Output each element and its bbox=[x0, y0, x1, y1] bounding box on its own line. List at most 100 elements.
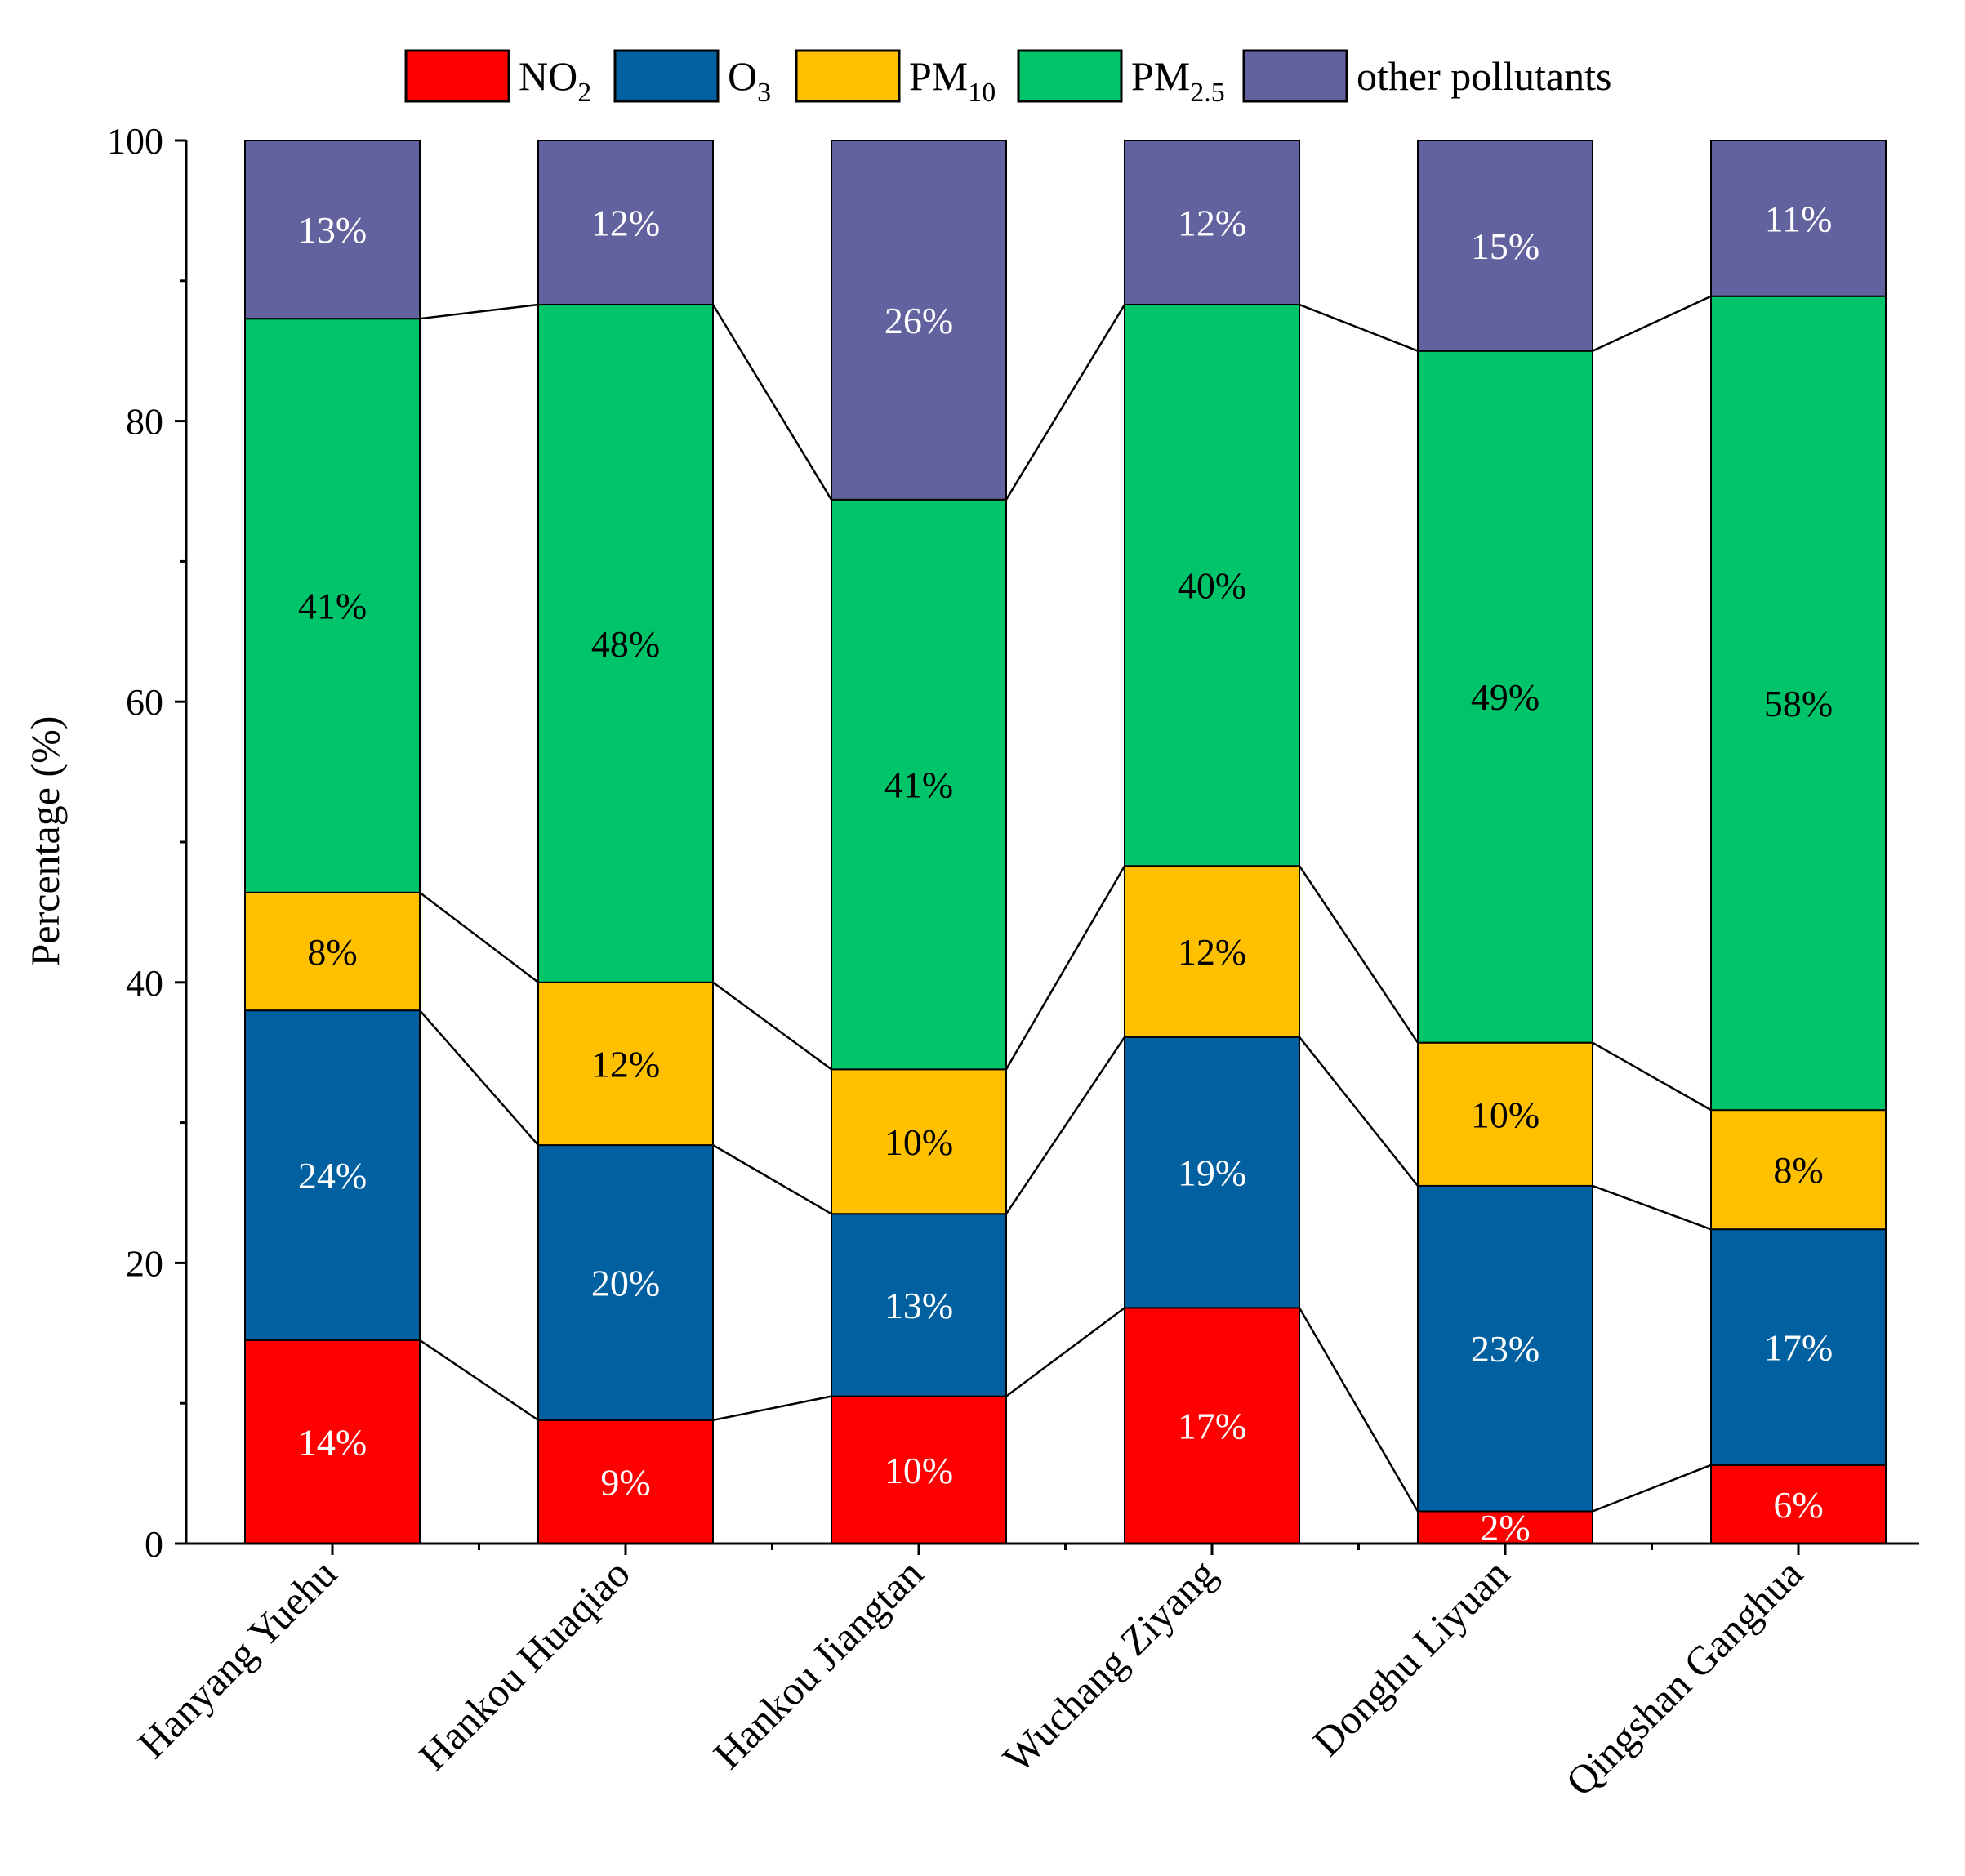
data-label-pm10-6: 8% bbox=[1773, 1149, 1823, 1191]
connector-line bbox=[1592, 1041, 1712, 1112]
bar-pm2-5-2 bbox=[537, 304, 714, 983]
bar-other-pollutants-5 bbox=[1417, 140, 1593, 352]
bar-o3-1 bbox=[244, 1009, 421, 1341]
connector-line bbox=[419, 891, 539, 983]
data-label-pm2-5-2: 48% bbox=[591, 623, 660, 665]
legend-swatch-pm10 bbox=[795, 49, 901, 103]
bar-no2-2 bbox=[537, 1419, 714, 1545]
connector-line bbox=[419, 1339, 539, 1421]
connector-line bbox=[1299, 1036, 1419, 1187]
legend-swatch-pm2-5 bbox=[1017, 49, 1123, 103]
bar-pm2-5-6 bbox=[1710, 295, 1887, 1112]
data-label-no2-5: 2% bbox=[1480, 1507, 1530, 1548]
y-tick-label: 60 bbox=[126, 681, 163, 723]
x-tick-label-4: Wuchang Ziyang bbox=[994, 1550, 1225, 1781]
y-tick-label: 40 bbox=[126, 962, 163, 1004]
connector-line bbox=[712, 1144, 832, 1215]
data-label-no2-3: 10% bbox=[884, 1450, 953, 1491]
data-label-no2-4: 17% bbox=[1178, 1406, 1246, 1447]
legend-label-pm10: PM10 bbox=[909, 53, 996, 108]
connector-lines bbox=[419, 295, 1712, 1513]
bar-other-pollutants-6 bbox=[1710, 140, 1887, 297]
connector-line bbox=[712, 1395, 832, 1422]
data-label-pm2-5-4: 40% bbox=[1178, 565, 1246, 607]
bar-labels: 14% 9% 10% 17% 2% 6% 24% 20% 13% 19% 23% 17% 8% 12% 10… bbox=[298, 198, 1833, 1548]
legend-label-no2: NO2 bbox=[519, 53, 591, 108]
data-label-pm10-2: 12% bbox=[591, 1043, 660, 1085]
connector-line bbox=[1298, 865, 1419, 1044]
data-label-pm10-5: 10% bbox=[1471, 1094, 1539, 1135]
y-tick-label: 0 bbox=[145, 1523, 163, 1565]
bar-pm10-3 bbox=[831, 1068, 1007, 1215]
data-label-o3-4: 19% bbox=[1178, 1152, 1246, 1194]
data-label-pm2-5-6: 58% bbox=[1764, 683, 1833, 724]
connector-line bbox=[1005, 1036, 1126, 1214]
x-tick-label-6: Qingshan Ganghua bbox=[1557, 1550, 1811, 1805]
y-tick-label: 80 bbox=[126, 401, 163, 443]
bar-other-pollutants-3 bbox=[831, 140, 1007, 501]
bar-pm10-4 bbox=[1124, 865, 1300, 1038]
data-label-other-pollutants-2: 12% bbox=[591, 203, 660, 244]
data-label-other-pollutants-4: 12% bbox=[1178, 203, 1246, 244]
bar-o3-2 bbox=[537, 1144, 714, 1421]
bar-no2-4 bbox=[1124, 1307, 1300, 1544]
data-label-o3-5: 23% bbox=[1471, 1328, 1539, 1370]
bar-o3-3 bbox=[831, 1213, 1007, 1397]
bar-other-pollutants-1 bbox=[244, 140, 421, 320]
bar-other-pollutants-2 bbox=[537, 140, 714, 306]
connector-line bbox=[419, 1009, 539, 1146]
data-label-pm2-5-3: 41% bbox=[884, 764, 953, 806]
data-label-no2-6: 6% bbox=[1773, 1484, 1823, 1526]
legend-swatch-other-pollutants bbox=[1242, 49, 1348, 103]
legend-label-o3: O3 bbox=[728, 53, 771, 108]
data-label-other-pollutants-3: 26% bbox=[884, 300, 953, 341]
data-label-o3-3: 13% bbox=[884, 1285, 953, 1326]
bar-o3-5 bbox=[1417, 1184, 1593, 1513]
x-tick-label-3: Hankou Jiangtan bbox=[705, 1550, 932, 1777]
data-label-other-pollutants-1: 13% bbox=[298, 209, 367, 251]
data-label-pm10-1: 8% bbox=[307, 931, 357, 973]
connector-line bbox=[419, 303, 539, 320]
connector-line bbox=[1592, 295, 1712, 352]
bar-no2-1 bbox=[244, 1339, 421, 1545]
data-label-pm2-5-1: 41% bbox=[298, 586, 367, 627]
bar-pm2-5-3 bbox=[831, 498, 1007, 1071]
legend-label-other-pollutants: other pollutants bbox=[1357, 53, 1611, 99]
connector-line bbox=[1298, 1307, 1419, 1513]
legend-swatch-no2 bbox=[404, 49, 510, 103]
data-label-pm2-5-5: 49% bbox=[1471, 676, 1539, 718]
connector-line bbox=[1592, 1184, 1712, 1231]
y-tick-label: 100 bbox=[107, 120, 163, 162]
bars bbox=[244, 140, 1887, 1545]
bar-other-pollutants-4 bbox=[1124, 140, 1300, 306]
bar-no2-6 bbox=[1710, 1464, 1887, 1544]
data-label-other-pollutants-6: 11% bbox=[1765, 198, 1833, 239]
data-label-pm10-3: 10% bbox=[884, 1121, 953, 1163]
data-label-o3-6: 17% bbox=[1764, 1326, 1833, 1368]
bar-o3-4 bbox=[1124, 1036, 1300, 1309]
bar-pm2-5-1 bbox=[244, 318, 421, 893]
connector-line bbox=[1005, 865, 1126, 1070]
data-label-no2-2: 9% bbox=[600, 1461, 650, 1503]
data-label-no2-1: 14% bbox=[298, 1421, 367, 1463]
connector-line bbox=[1299, 303, 1419, 352]
y-axis-title: Percentage (%) bbox=[22, 716, 68, 967]
data-label-o3-2: 20% bbox=[591, 1262, 660, 1303]
connector-line bbox=[1005, 304, 1126, 501]
bar-pm2-5-5 bbox=[1417, 350, 1593, 1044]
y-tick-label: 20 bbox=[126, 1242, 163, 1284]
data-label-other-pollutants-5: 15% bbox=[1471, 225, 1539, 267]
bar-o3-6 bbox=[1710, 1228, 1887, 1466]
x-tick-label-2: Hankou Huaqiao bbox=[410, 1550, 639, 1779]
bar-pm10-1 bbox=[244, 891, 421, 1012]
bar-pm10-6 bbox=[1710, 1109, 1887, 1231]
bar-pm10-5 bbox=[1417, 1041, 1593, 1187]
data-label-pm10-4: 12% bbox=[1178, 931, 1246, 973]
connector-line bbox=[711, 304, 833, 501]
connector-line bbox=[1005, 1307, 1125, 1397]
connector-line bbox=[712, 981, 832, 1071]
legend-swatch-o3 bbox=[613, 49, 720, 103]
x-tick-label-5: Donghu Liyuan bbox=[1303, 1550, 1518, 1765]
x-tick-label-1: Hanyang Yuehu bbox=[129, 1550, 345, 1767]
